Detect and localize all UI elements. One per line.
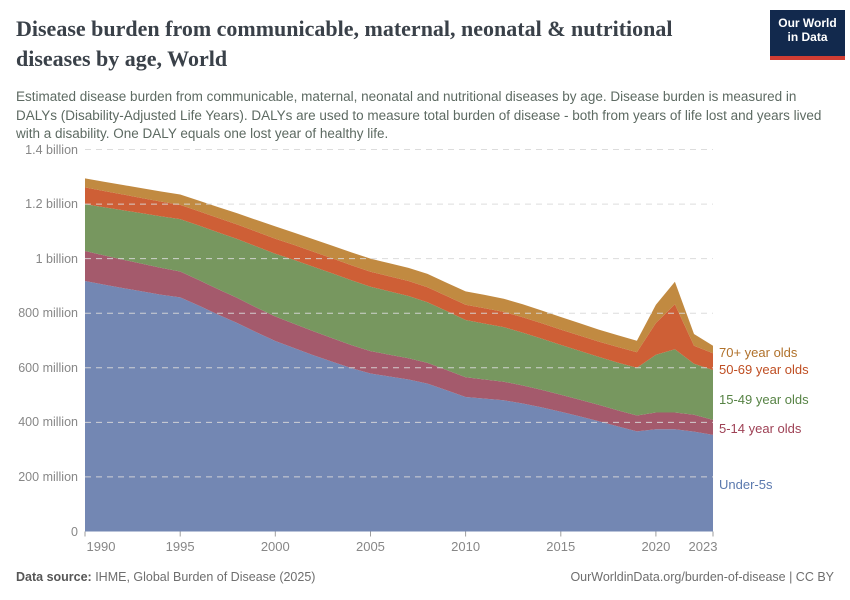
data-source-text: IHME, Global Burden of Disease (2025) xyxy=(91,570,316,584)
legend-label-5-14-year-olds[interactable]: 5-14 year olds xyxy=(719,421,802,436)
owid-logo[interactable]: Our World in Data xyxy=(770,10,845,60)
x-axis-label-2015: 2015 xyxy=(546,539,576,554)
data-source-label: Data source: xyxy=(16,570,92,584)
y-axis-label-800: 800 million xyxy=(18,306,78,321)
legend-label-under-5s[interactable]: Under-5s xyxy=(719,477,773,492)
x-axis-label-1995: 1995 xyxy=(165,539,195,554)
area-5-14-year-olds[interactable] xyxy=(85,251,713,435)
x-axis-label-2020: 2020 xyxy=(641,539,671,554)
logo-line-1: Our World xyxy=(778,16,837,30)
data-source-note: Data source: IHME, Global Burden of Dise… xyxy=(16,570,315,584)
x-axis-label-2000: 2000 xyxy=(260,539,290,554)
area-15-49-year-olds[interactable] xyxy=(85,204,713,420)
x-axis-label-1990: 1990 xyxy=(86,539,116,554)
area-under-5s[interactable] xyxy=(85,281,713,532)
legend-label-70plus-year-olds[interactable]: 70+ year olds xyxy=(719,345,798,360)
y-axis-label-1000: 1 billion xyxy=(35,251,78,266)
area-50-69-year-olds[interactable] xyxy=(85,187,713,370)
area-70plus-year-olds[interactable] xyxy=(85,178,713,354)
title-line-2: diseases by age, World xyxy=(16,46,228,71)
legend-label-50-69-year-olds[interactable]: 50-69 year olds xyxy=(719,362,809,377)
page-title: Disease burden from communicable, matern… xyxy=(16,14,766,74)
legend-label-15-49-year-olds[interactable]: 15-49 year olds xyxy=(719,392,809,407)
chart-subtitle: Estimated disease burden from communicab… xyxy=(16,89,822,141)
logo-line-2: in Data xyxy=(787,30,828,44)
x-axis-label-2005: 2005 xyxy=(355,539,385,554)
y-axis-label-600: 600 million xyxy=(18,360,78,375)
y-axis-label-0: 0 xyxy=(71,524,78,539)
title-line-1: Disease burden from communicable, matern… xyxy=(16,16,673,41)
x-axis-label-2010: 2010 xyxy=(451,539,481,554)
y-axis-label-400: 400 million xyxy=(18,415,78,430)
y-axis-label-1200: 1.2 billion xyxy=(25,197,78,212)
x-axis-label-2023: 2023 xyxy=(688,539,718,554)
y-axis-label-1400: 1.4 billion xyxy=(25,142,78,157)
license-note[interactable]: OurWorldinData.org/burden-of-disease | C… xyxy=(570,570,834,584)
y-axis-label-200: 200 million xyxy=(18,469,78,484)
